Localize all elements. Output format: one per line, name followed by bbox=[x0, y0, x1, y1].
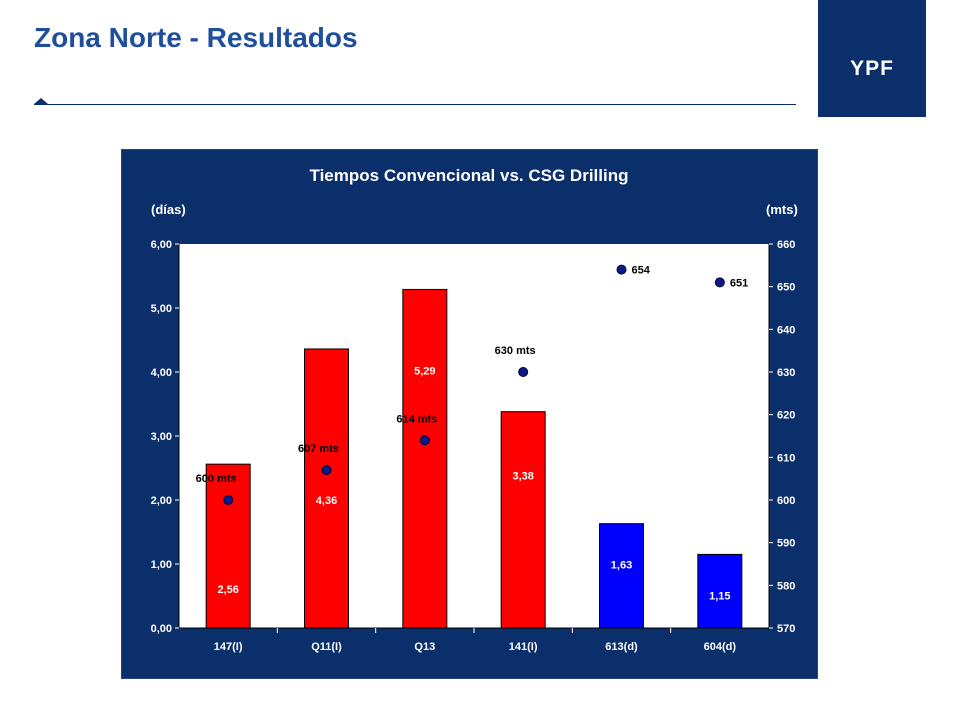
y-tick-label: 5,00 bbox=[151, 303, 172, 315]
bar bbox=[304, 348, 349, 629]
bar bbox=[500, 411, 546, 629]
depth-marker bbox=[714, 277, 725, 288]
ypf-logo: YPF bbox=[818, 0, 926, 117]
y2-tick-label: 570 bbox=[777, 623, 795, 635]
y-tick-label: 4,00 bbox=[151, 367, 172, 379]
y2-tick-label: 600 bbox=[777, 495, 795, 507]
y2-tick-label: 610 bbox=[777, 452, 795, 464]
y2-tick-label: 630 bbox=[777, 367, 795, 379]
y2-tick-label: 580 bbox=[777, 580, 795, 592]
bar-value-label: 2,56 bbox=[217, 584, 238, 596]
x-tick-label: 147(I) bbox=[214, 641, 243, 653]
bar bbox=[402, 288, 448, 629]
x-tick-label: Q11(I) bbox=[311, 641, 342, 653]
y2-axis-label: (mts) bbox=[766, 202, 798, 217]
title-divider bbox=[34, 104, 796, 105]
depth-label: 600 mts bbox=[196, 473, 237, 485]
bar-value-label: 5,29 bbox=[414, 365, 435, 377]
chart-marks: 0,00 1,00 2,00 3,00 4,00 5,00 6,00 570 580 590 600… bbox=[151, 239, 796, 653]
bar bbox=[599, 523, 644, 629]
y2-tick-label: 590 bbox=[777, 538, 795, 550]
depth-label: 651 bbox=[730, 277, 748, 289]
bar-value-label: 1,15 bbox=[709, 590, 730, 602]
depth-label: 654 bbox=[632, 265, 651, 277]
depth-label: 630 mts bbox=[495, 345, 536, 357]
bar-value-label: 3,38 bbox=[512, 471, 533, 483]
y-tick-label: 1,00 bbox=[151, 559, 172, 571]
y-tick-label: 6,00 bbox=[151, 239, 172, 251]
y-axis-label: (días) bbox=[151, 202, 186, 217]
bar bbox=[697, 553, 743, 629]
x-tick-label: 604(d) bbox=[704, 641, 737, 653]
depth-marker bbox=[518, 367, 529, 377]
x-tick-label: 613(d) bbox=[605, 641, 638, 653]
depth-marker bbox=[616, 264, 627, 275]
depth-label: 607 mts bbox=[298, 443, 339, 455]
y2-tick-label: 650 bbox=[777, 282, 795, 294]
bar-value-label: 4,36 bbox=[316, 495, 337, 507]
depth-label: 614 mts bbox=[396, 413, 437, 425]
logo-text: YPF bbox=[850, 56, 894, 80]
x-tick-label: Q13 bbox=[414, 641, 435, 653]
depth-marker bbox=[321, 465, 332, 476]
chart-panel: Tiempos Convencional vs. CSG Drilling (d… bbox=[120, 148, 819, 680]
depth-marker bbox=[223, 495, 234, 505]
title-rule-marker bbox=[34, 98, 48, 104]
y2-tick-label: 660 bbox=[777, 239, 795, 251]
y-tick-label: 0,00 bbox=[151, 623, 172, 635]
page-title: Zona Norte - Resultados bbox=[34, 22, 358, 53]
y2-tick-label: 640 bbox=[777, 324, 795, 336]
chart-title: Tiempos Convencional vs. CSG Drilling bbox=[310, 166, 629, 185]
x-tick-label: 141(I) bbox=[509, 641, 538, 653]
y-tick-label: 2,00 bbox=[151, 495, 172, 507]
bar-value-label: 1,63 bbox=[611, 560, 632, 572]
chart-svg: Tiempos Convencional vs. CSG Drilling (d… bbox=[120, 148, 819, 680]
plot-area bbox=[179, 244, 769, 628]
y-tick-label: 3,00 bbox=[151, 431, 172, 443]
bar bbox=[205, 463, 251, 629]
y2-tick-label: 620 bbox=[777, 410, 795, 422]
depth-marker bbox=[419, 435, 430, 446]
